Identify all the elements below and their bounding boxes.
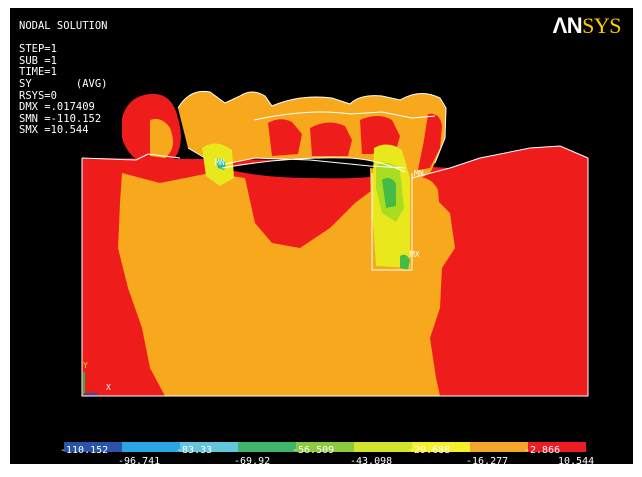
legend-label: -43.098 xyxy=(350,456,393,464)
legend-label: -110.152 xyxy=(60,445,109,456)
legend-swatch xyxy=(528,442,586,452)
contour-gap xyxy=(222,157,405,179)
stress-contour-model xyxy=(81,90,589,397)
contour-crown-red-3 xyxy=(360,116,400,154)
legend-label: 10.544 xyxy=(558,456,595,464)
min-marker-left: MN xyxy=(215,158,225,167)
legend-label: -29.688 xyxy=(408,445,451,456)
info-line: SY (AVG) xyxy=(19,77,108,90)
legend-swatch xyxy=(64,442,122,452)
element-outline xyxy=(81,90,589,397)
info-line: SUB =1 xyxy=(19,54,57,67)
axis-y-label: Y xyxy=(83,361,88,370)
info-line: DMX =.017409 xyxy=(19,101,95,114)
legend-swatch xyxy=(296,442,354,452)
contour-crown-red-1 xyxy=(268,119,302,156)
legend-label: -69.92 xyxy=(234,456,271,464)
contour-crown-red-right xyxy=(418,113,442,170)
contour-legend-bar xyxy=(64,442,586,452)
legend-label: -83.33 xyxy=(176,445,213,456)
min-marker: MN xyxy=(414,169,424,178)
info-line: RSYS=0 xyxy=(19,89,57,102)
legend-swatch xyxy=(180,442,238,452)
contour-left-blob-orange xyxy=(150,119,174,158)
contour-right-orange xyxy=(412,177,440,218)
legend-label: -2.866 xyxy=(524,445,561,456)
info-line: TIME=1 xyxy=(19,66,57,79)
contour-crown-red-2 xyxy=(310,122,352,156)
max-marker: MX xyxy=(410,250,420,259)
legend-label: -56.509 xyxy=(292,445,335,456)
axis-x-label: X xyxy=(106,383,111,392)
info-line: STEP=1 xyxy=(19,43,57,56)
legend-swatch xyxy=(122,442,180,452)
contour-base-orange xyxy=(118,173,455,396)
contour-post-green xyxy=(382,177,396,208)
solution-info-block: NODAL SOLUTION STEP=1 SUB =1 TIME=1 SY (AVG)… xyxy=(19,20,108,137)
legend-swatch xyxy=(412,442,470,452)
legend-swatch xyxy=(354,442,412,452)
legend-swatch xyxy=(238,442,296,452)
legend-swatch xyxy=(470,442,528,452)
legend-label: -16.277 xyxy=(466,456,509,464)
legend-label: -96.741 xyxy=(118,456,161,464)
ansys-logo: ΛNSYS xyxy=(552,13,622,38)
contour-post-bottom-green xyxy=(400,254,410,270)
info-line: SMN =-110.152 xyxy=(19,112,102,125)
info-line: NODAL SOLUTION xyxy=(19,20,108,32)
contour-left-teal xyxy=(216,158,226,170)
info-line: SMX =10.544 xyxy=(19,124,89,137)
plot-viewport[interactable]: NODAL SOLUTION STEP=1 SUB =1 TIME=1 SY (AVG)… xyxy=(10,8,633,464)
